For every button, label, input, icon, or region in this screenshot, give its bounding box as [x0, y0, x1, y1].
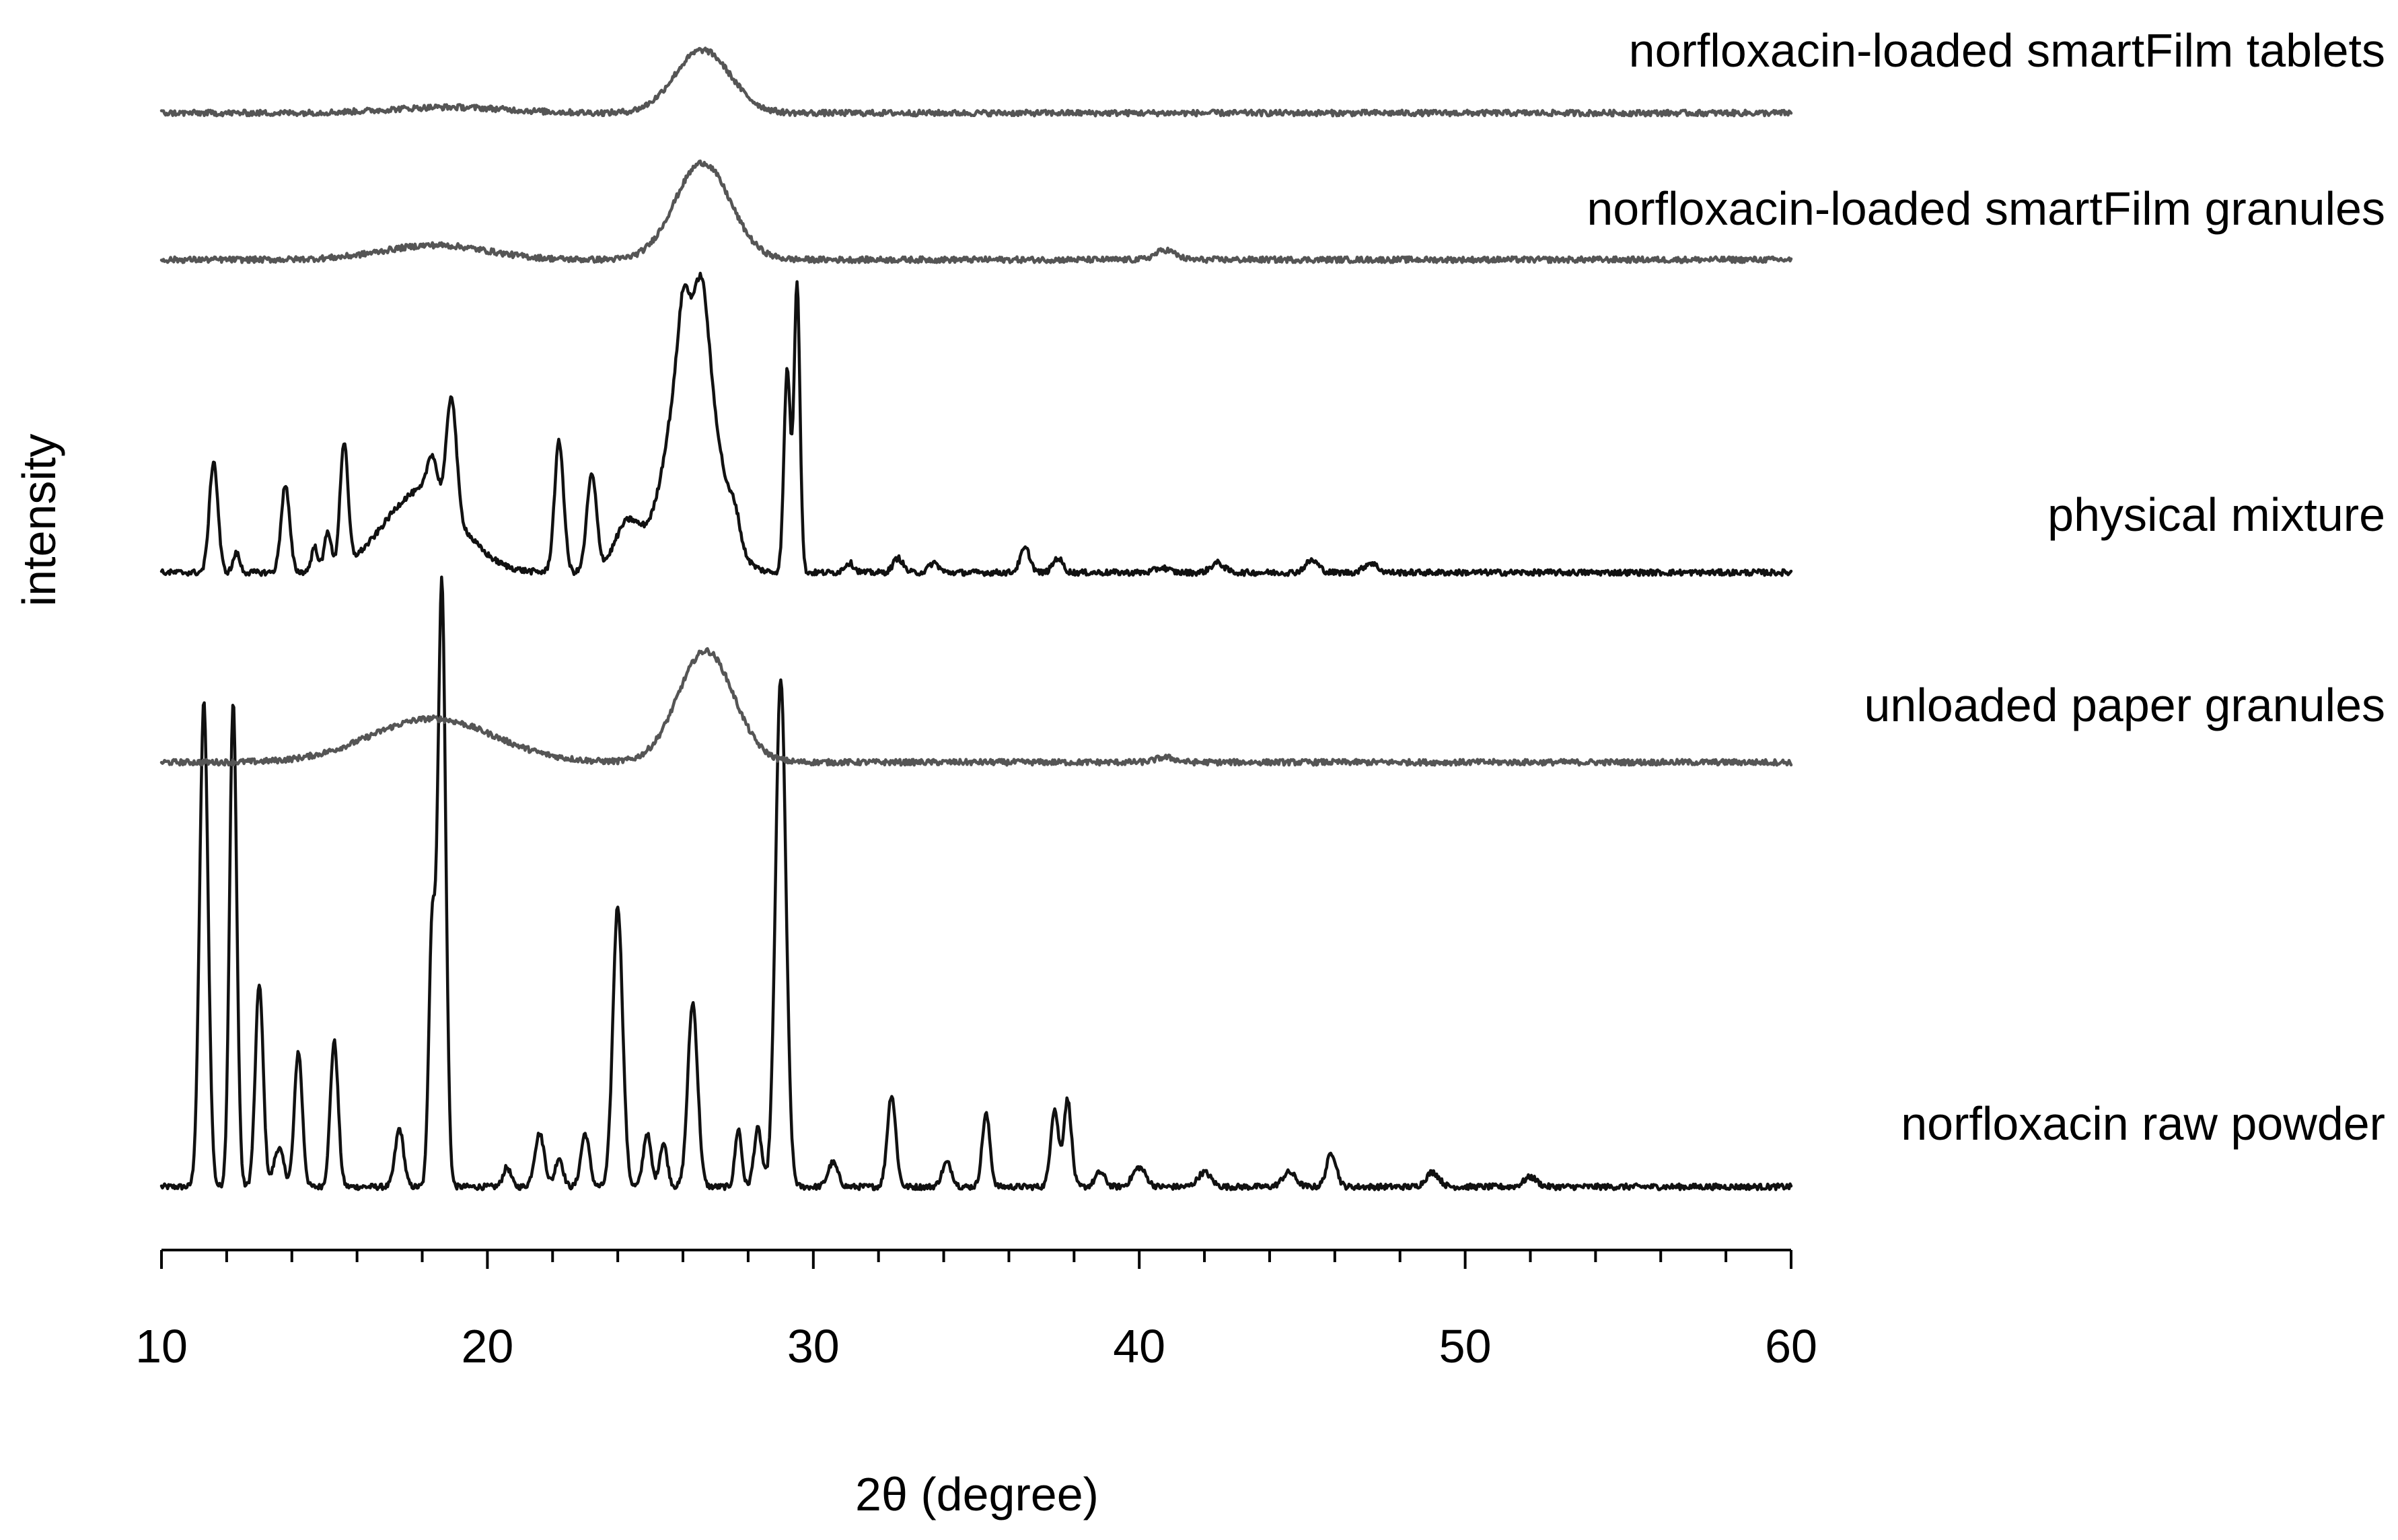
- y-axis-title: intensity: [13, 434, 65, 607]
- series-label-5: norfloxacin-loaded smartFilm tablets: [1629, 24, 2385, 77]
- series-trace-4: [159, 159, 1793, 264]
- series-trace-2: [159, 647, 1793, 767]
- x-axis-ticks: 10 20 30 40 50 60: [135, 1250, 1817, 1372]
- series-label-1: norfloxacin raw powder: [1901, 1097, 2385, 1150]
- series-trace-3: [159, 271, 1793, 577]
- x-tick-label: 60: [1765, 1320, 1817, 1372]
- series-trace-1: [159, 575, 1793, 1191]
- x-tick-label: 50: [1439, 1320, 1492, 1372]
- x-axis-title: 2θ (degree): [855, 1468, 1099, 1520]
- x-tick-label: 20: [461, 1320, 513, 1372]
- series-label-3: physical mixture: [2047, 488, 2385, 541]
- x-tick-label: 30: [787, 1320, 840, 1372]
- series-labels: norfloxacin raw powder unloaded paper gra…: [1587, 24, 2385, 1150]
- x-tick-label: 10: [135, 1320, 188, 1372]
- x-tick-label: 40: [1113, 1320, 1165, 1372]
- series-label-2: unloaded paper granules: [1864, 679, 2385, 731]
- series-traces: [159, 46, 1793, 1191]
- series-label-4: norfloxacin-loaded smartFilm granules: [1587, 182, 2385, 235]
- series-trace-5: [159, 46, 1793, 118]
